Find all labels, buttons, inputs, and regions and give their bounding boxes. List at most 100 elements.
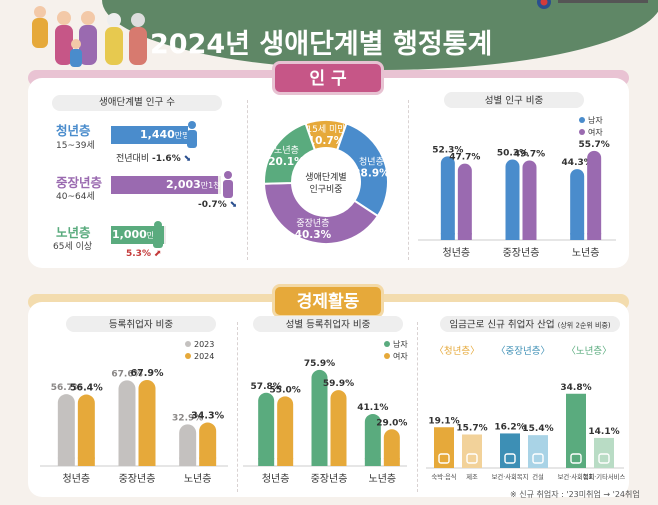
bar-value-label: 67.9% (131, 368, 164, 379)
legend-marker (185, 341, 191, 347)
donut-slice-label: 15세 미만 (306, 124, 345, 135)
donut-slice-value: 28.9% (353, 168, 390, 180)
bar-base (118, 457, 136, 466)
chart-title-pill (444, 92, 584, 108)
industry-icon (438, 453, 450, 464)
bar-value-label: 32.9% (172, 413, 203, 423)
population-value-middle: 2,003만1천명 (166, 178, 228, 191)
divider (408, 100, 409, 260)
donut-slice (263, 122, 317, 185)
population-section-title: 인 구 (272, 61, 384, 95)
bar-value-label: 44.3% (562, 158, 593, 168)
donut-slice-value: 40.3% (295, 229, 332, 241)
bar-value-label: 57.8% (251, 382, 282, 392)
industry-bar-value: 14.1% (588, 427, 619, 437)
chart-title: 성별 인구 비중 (485, 96, 544, 107)
bar-base (330, 458, 347, 466)
industry-bar-value: 15.7% (456, 424, 487, 434)
bar (138, 379, 156, 466)
legend-label: 여자 (393, 351, 408, 361)
group-age-senior: 65세 이상 (53, 242, 93, 252)
bar-base (522, 233, 537, 240)
population-delta-youth: 전년대비 -1.6% ⬊ (116, 154, 192, 164)
bar-value-label: 56.7% (51, 383, 82, 393)
category-label: 중장년층 (119, 473, 156, 485)
legend-marker (384, 341, 390, 347)
bar (258, 392, 275, 466)
chart-title: 등록취업자 비중 (109, 319, 173, 331)
category-label: 노년층 (184, 473, 212, 485)
population-bar-middle (111, 176, 218, 194)
industry-icon (532, 453, 544, 464)
bar (364, 413, 381, 466)
category-label: 노년층 (369, 473, 397, 485)
bar (330, 390, 347, 466)
category-label: 청년층 (63, 473, 91, 485)
category-label: 중장년층 (503, 247, 540, 259)
chart-title: 성별 등록취업자 비중 (286, 319, 371, 331)
bar-base (570, 233, 585, 240)
person-icon (223, 171, 233, 198)
bar (440, 156, 455, 240)
industry-icon (504, 453, 516, 464)
legend-marker (579, 117, 585, 123)
chart-title-pill (440, 316, 620, 332)
bar-base (383, 458, 400, 466)
donut-slice-value: 20.1% (268, 156, 305, 168)
bar (570, 169, 585, 240)
donut-slice (335, 122, 389, 218)
chart-title-pill (253, 316, 403, 332)
bar (505, 159, 520, 240)
bar-base (138, 457, 156, 466)
bar-base (440, 233, 455, 240)
chart-title-pill (66, 316, 216, 332)
bar-base (311, 458, 328, 466)
page-title: 2024년 생애단계별 행정통계 (150, 29, 493, 60)
bar-value-label: 49.7% (514, 149, 545, 159)
legend-label: 여자 (588, 127, 603, 137)
bar-value-label: 67.6% (111, 369, 142, 379)
donut-slice (262, 181, 380, 245)
population-delta-senior: 5.3% ⬈ (126, 249, 162, 259)
divider (237, 322, 238, 492)
bar (277, 396, 294, 466)
divider (247, 100, 248, 260)
legend-label: 2023 (194, 340, 214, 349)
bar (457, 163, 472, 240)
bar-value-label: 55.7% (579, 140, 610, 150)
chart-subtitle: (상위 2순위 비중) (558, 321, 611, 330)
industry-bar-value: 34.8% (560, 383, 591, 393)
industry-bar-value: 19.1% (428, 416, 459, 426)
bar-base (258, 458, 275, 466)
donut-slice-value: 10.7% (308, 135, 345, 147)
industry-bar (566, 393, 586, 468)
family-illustration-icon (32, 6, 147, 67)
donut-slice-label: 중장년층 (296, 218, 329, 229)
industry-bar-label: 숙박·음식 (431, 472, 456, 481)
bar (311, 369, 328, 466)
bar-value-label: 52.3% (432, 145, 463, 155)
industry-group-label: 〈청년층〉 (434, 346, 479, 357)
bar-base (277, 458, 294, 466)
bar (587, 150, 602, 240)
industry-icon (466, 453, 478, 464)
person-icon (187, 121, 197, 148)
bar-value-label: 41.1% (357, 403, 388, 413)
chart-title: 임금근로 신규 취업자 산업 (상위 2순위 비중) (449, 319, 611, 331)
new-employee-industry-chart: 임금근로 신규 취업자 산업 (상위 2순위 비중) 〈청년층〉 19.1% 숙박·음… (426, 316, 626, 481)
industry-icon (570, 453, 582, 464)
legend-label: 남자 (588, 116, 603, 125)
industry-group-label: 〈중장년층〉 (496, 346, 550, 357)
group-name-youth: 청년층 (56, 123, 91, 138)
population-bar-senior (111, 226, 165, 244)
population-delta-middle: -0.7% ⬊ (198, 200, 238, 210)
bar-base (505, 233, 520, 240)
industry-bar-label: 보건·사회복지 (492, 472, 529, 481)
industry-bar-label: 협회·기타서비스 (583, 472, 626, 481)
bar (383, 429, 400, 466)
person-icon (153, 221, 163, 248)
industry-bar (434, 427, 454, 468)
